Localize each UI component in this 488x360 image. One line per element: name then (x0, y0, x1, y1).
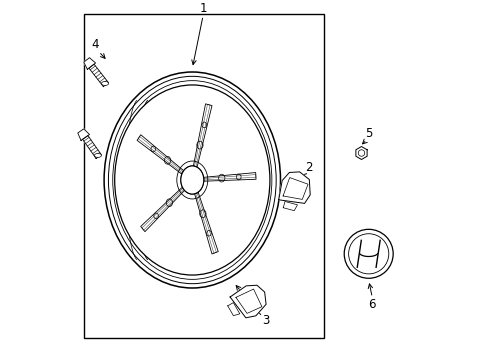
Polygon shape (283, 202, 297, 211)
Polygon shape (89, 64, 108, 87)
Polygon shape (355, 147, 366, 159)
Text: 2: 2 (305, 161, 312, 174)
Polygon shape (82, 136, 101, 158)
Polygon shape (137, 135, 183, 174)
Text: 1: 1 (199, 3, 206, 15)
Text: 5: 5 (364, 127, 372, 140)
Text: 3: 3 (262, 314, 269, 327)
Polygon shape (78, 129, 89, 140)
Polygon shape (230, 285, 265, 318)
Polygon shape (193, 104, 212, 167)
Polygon shape (141, 187, 184, 231)
Ellipse shape (181, 166, 203, 194)
Polygon shape (194, 192, 218, 254)
Text: 6: 6 (368, 298, 375, 311)
Bar (84, 14, 323, 338)
Ellipse shape (94, 153, 101, 157)
Polygon shape (203, 172, 256, 181)
Polygon shape (227, 303, 239, 316)
Ellipse shape (181, 166, 203, 194)
Polygon shape (83, 58, 95, 69)
Text: 4: 4 (91, 39, 99, 51)
Circle shape (344, 229, 392, 278)
Polygon shape (278, 172, 309, 203)
Ellipse shape (101, 81, 108, 85)
Ellipse shape (115, 85, 269, 275)
